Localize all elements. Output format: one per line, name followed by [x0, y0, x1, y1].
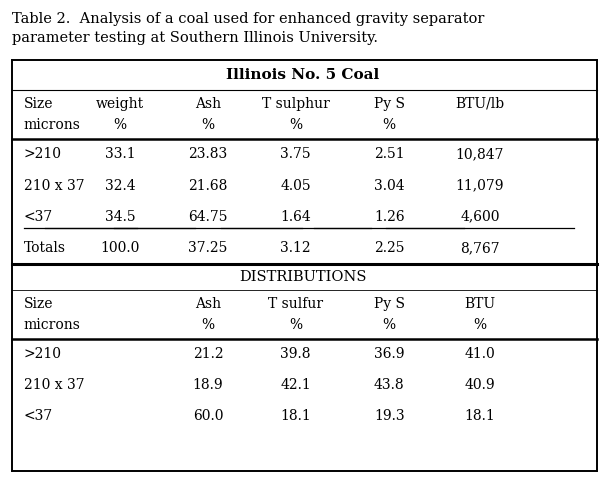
Text: %: %	[114, 118, 127, 132]
Text: 10,847: 10,847	[456, 147, 504, 161]
Text: 3.12: 3.12	[281, 241, 311, 255]
Text: %: %	[383, 118, 396, 132]
Text: 36.9: 36.9	[374, 348, 405, 361]
Text: Ash: Ash	[195, 297, 221, 311]
Text: 33.1: 33.1	[105, 147, 136, 161]
Text: 8,767: 8,767	[460, 241, 500, 255]
Text: 21.2: 21.2	[193, 348, 224, 361]
Text: %: %	[473, 318, 487, 332]
Text: 40.9: 40.9	[465, 378, 495, 392]
Text: >210: >210	[24, 348, 62, 361]
Text: Ash: Ash	[195, 97, 221, 111]
Text: 4,600: 4,600	[460, 210, 500, 224]
Text: DISTRIBUTIONS: DISTRIBUTIONS	[239, 270, 367, 284]
Text: 23.83: 23.83	[188, 147, 228, 161]
Text: BTU: BTU	[464, 297, 496, 311]
Text: Size: Size	[24, 297, 53, 311]
Text: 3.75: 3.75	[281, 147, 311, 161]
Text: 18.1: 18.1	[281, 409, 311, 423]
Text: 210 x 37: 210 x 37	[24, 179, 84, 193]
Text: 4.05: 4.05	[281, 179, 311, 193]
Text: 32.4: 32.4	[105, 179, 136, 193]
Text: microns: microns	[24, 118, 81, 132]
Text: weight: weight	[96, 97, 144, 111]
Text: 21.68: 21.68	[188, 179, 228, 193]
Text: %: %	[201, 318, 215, 332]
Text: Py S: Py S	[374, 97, 405, 111]
Text: 41.0: 41.0	[465, 348, 495, 361]
Text: 43.8: 43.8	[374, 378, 405, 392]
Text: Table 2.  Analysis of a coal used for enhanced gravity separator: Table 2. Analysis of a coal used for enh…	[12, 12, 484, 26]
Text: 37.25: 37.25	[188, 241, 228, 255]
Text: Illinois No. 5 Coal: Illinois No. 5 Coal	[227, 68, 379, 82]
Text: 210 x 37: 210 x 37	[24, 378, 84, 392]
Text: Py S: Py S	[374, 297, 405, 311]
Text: 1.64: 1.64	[281, 210, 311, 224]
Text: 2.51: 2.51	[374, 147, 405, 161]
Text: 11,079: 11,079	[456, 179, 504, 193]
Text: 100.0: 100.0	[101, 241, 140, 255]
Text: %: %	[289, 118, 302, 132]
Text: Totals: Totals	[24, 241, 66, 255]
Text: 34.5: 34.5	[105, 210, 136, 224]
Text: Size: Size	[24, 97, 53, 111]
Text: <37: <37	[24, 409, 53, 423]
Text: 18.9: 18.9	[193, 378, 224, 392]
Text: 39.8: 39.8	[281, 348, 311, 361]
Text: 64.75: 64.75	[188, 210, 228, 224]
Text: %: %	[289, 318, 302, 332]
Text: BTU/lb: BTU/lb	[455, 97, 505, 111]
Bar	[12, 60, 597, 471]
Text: 60.0: 60.0	[193, 409, 223, 423]
Text: 1.26: 1.26	[374, 210, 405, 224]
Text: 42.1: 42.1	[281, 378, 311, 392]
Text: <37: <37	[24, 210, 53, 224]
Text: %: %	[201, 118, 215, 132]
Text: 18.1: 18.1	[465, 409, 495, 423]
Text: >210: >210	[24, 147, 62, 161]
Text: parameter testing at Southern Illinois University.: parameter testing at Southern Illinois U…	[12, 31, 378, 45]
Text: T sulphur: T sulphur	[262, 97, 330, 111]
Text: 2.25: 2.25	[374, 241, 405, 255]
Text: 3.04: 3.04	[374, 179, 405, 193]
Text: T sulfur: T sulfur	[268, 297, 324, 311]
Text: 19.3: 19.3	[374, 409, 405, 423]
Text: microns: microns	[24, 318, 81, 332]
Text: %: %	[383, 318, 396, 332]
